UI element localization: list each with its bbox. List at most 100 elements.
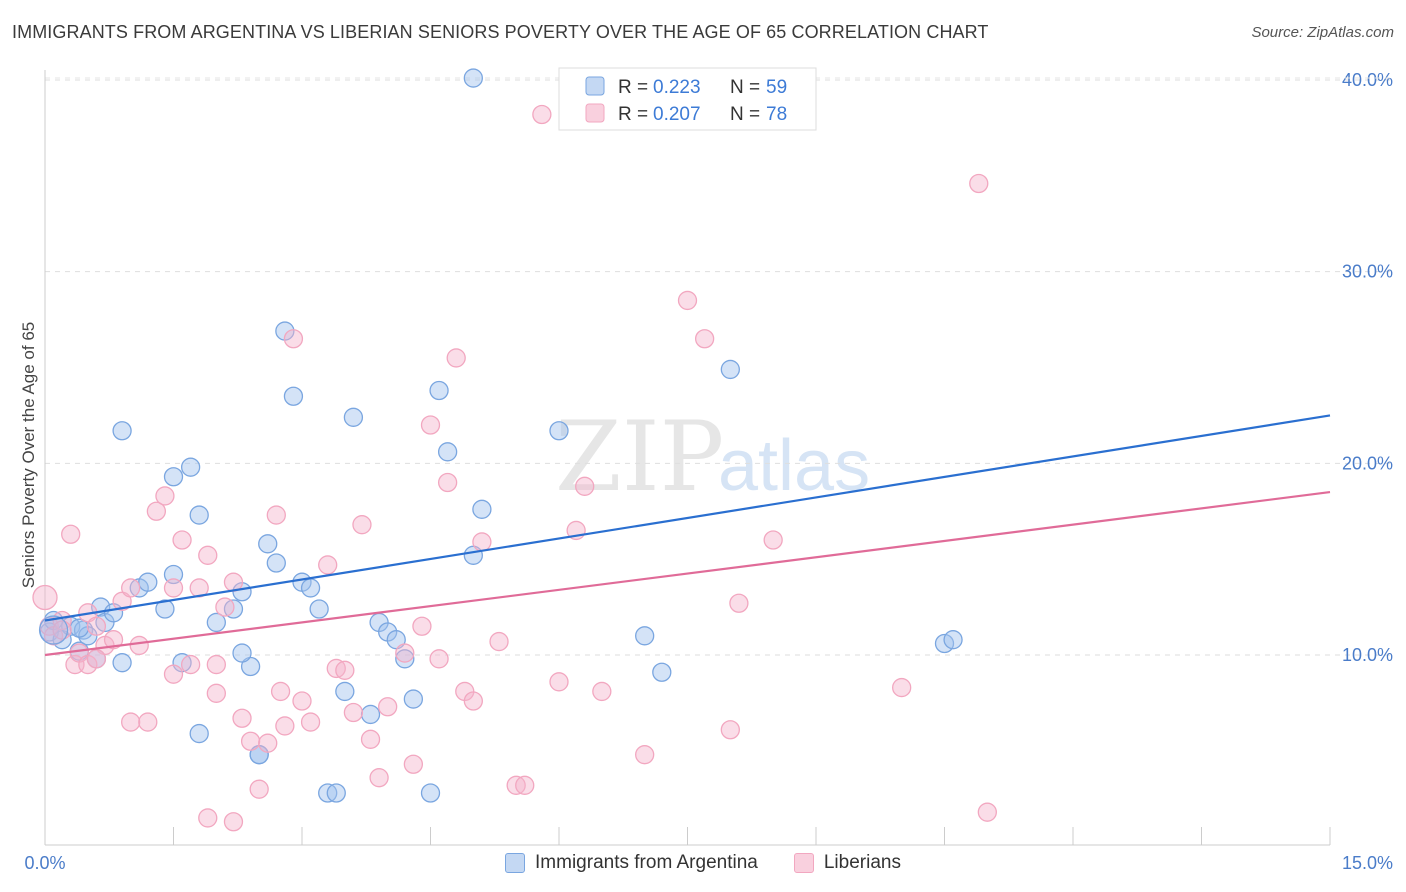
liberian-point [352, 515, 372, 535]
liberian-point [240, 731, 261, 751]
legend-item-liberians: Liberians [793, 852, 901, 874]
liberian-point [155, 486, 175, 506]
liberian-point [575, 476, 595, 496]
argentina-point [943, 630, 963, 650]
argentina-point [635, 626, 655, 646]
liberian-point [763, 530, 783, 550]
legend-swatch-argentina [585, 76, 605, 96]
legend-label-liberians: Liberians [823, 852, 901, 873]
liberian-point [61, 524, 81, 544]
argentina-point [300, 578, 321, 598]
watermark-zip: ZIP [555, 401, 724, 513]
liberian-point [146, 501, 167, 521]
argentina-point [343, 407, 364, 427]
argentina-swatch [505, 853, 526, 873]
liberian-point [343, 702, 364, 723]
liberian-point [206, 683, 226, 703]
liberian-point [275, 716, 295, 736]
data-points [32, 68, 997, 832]
liberian-point [121, 712, 141, 732]
legend-n-value: 59 [766, 77, 787, 98]
liberian-point [292, 691, 312, 711]
liberian-point [215, 597, 235, 617]
liberian-point [198, 545, 218, 565]
gridlines: 10.0% 20.0% 30.0% 40.0% [45, 70, 1393, 665]
liberian-point [86, 649, 107, 669]
y-tick-label: 30.0% [1342, 262, 1393, 282]
source-credit: Source: ZipAtlas.com [1251, 24, 1394, 41]
watermark-atlas: atlas [718, 426, 870, 506]
liberian-point [172, 530, 192, 550]
liberian-point [378, 697, 398, 717]
argentina-point [326, 783, 346, 803]
liberian-point [266, 505, 286, 525]
argentina-point [138, 572, 158, 592]
liberian-point [420, 415, 441, 435]
liberian-point [969, 173, 989, 194]
chart-title: IMMIGRANTS FROM ARGENTINA VS LIBERIAN SE… [12, 22, 989, 42]
argentina-point [38, 615, 69, 645]
argentina-point [112, 421, 132, 441]
argentina-point [180, 457, 201, 477]
legend-n-label: N = [730, 104, 760, 125]
legend-item-argentina: Immigrants from Argentina [505, 852, 758, 874]
argentina-point [155, 599, 175, 619]
liberian-point [163, 664, 184, 684]
argentina-point [189, 505, 209, 525]
liberian-point [515, 775, 535, 795]
liberian-point [300, 712, 321, 732]
liberian-point [463, 691, 483, 711]
liberian-trend-line [44, 490, 1331, 657]
argentina-point [463, 68, 483, 88]
liberian-point [437, 472, 458, 493]
liberian-point [489, 631, 509, 652]
argentina-point [283, 386, 304, 406]
argentina-point [258, 534, 278, 554]
liberian-point [395, 643, 415, 663]
argentina-point [472, 499, 492, 519]
argentina-point [652, 662, 672, 682]
liberian-point [532, 104, 552, 125]
liberian-point [429, 649, 449, 669]
argentina-point [395, 649, 415, 669]
argentina-trend-line [44, 414, 1331, 622]
legend-r-value: 0.223 [653, 77, 701, 98]
y-tick-label: 40.0% [1342, 70, 1393, 90]
liberian-point [138, 712, 158, 732]
liberian-point [446, 348, 466, 368]
argentina-point [163, 467, 184, 487]
argentina-point [437, 442, 458, 462]
argentina-point [69, 618, 89, 638]
liberian-point [369, 768, 389, 788]
argentina-point [206, 612, 226, 633]
legend-r-label: R = [618, 77, 648, 98]
liberian-point [103, 630, 124, 650]
argentina-point [309, 599, 329, 619]
legend-swatch-liberians [585, 103, 605, 123]
legend-n-label: N = [730, 77, 760, 98]
trend-lines [44, 414, 1331, 657]
argentina-point [720, 359, 740, 380]
liberian-point [206, 654, 226, 675]
argentina-point [403, 689, 424, 709]
liberian-point [635, 745, 655, 765]
argentina-point [163, 564, 184, 585]
liberian-point [729, 593, 749, 613]
liberian-point [180, 654, 201, 675]
liberian-point [360, 729, 381, 749]
argentina-point [232, 643, 252, 663]
argentina-point [112, 653, 132, 673]
argentina-point [360, 704, 381, 725]
liberian-point [232, 708, 252, 728]
argentina-point [189, 723, 209, 744]
liberian-point [129, 635, 149, 656]
y-tick-label: 20.0% [1342, 453, 1393, 473]
liberian-point [472, 532, 492, 552]
liberian-point [198, 808, 218, 828]
liberian-point [223, 812, 244, 832]
argentina-point [420, 783, 441, 803]
axes: 0.0% 15.0% [24, 70, 1393, 873]
liberian-point [121, 578, 141, 598]
